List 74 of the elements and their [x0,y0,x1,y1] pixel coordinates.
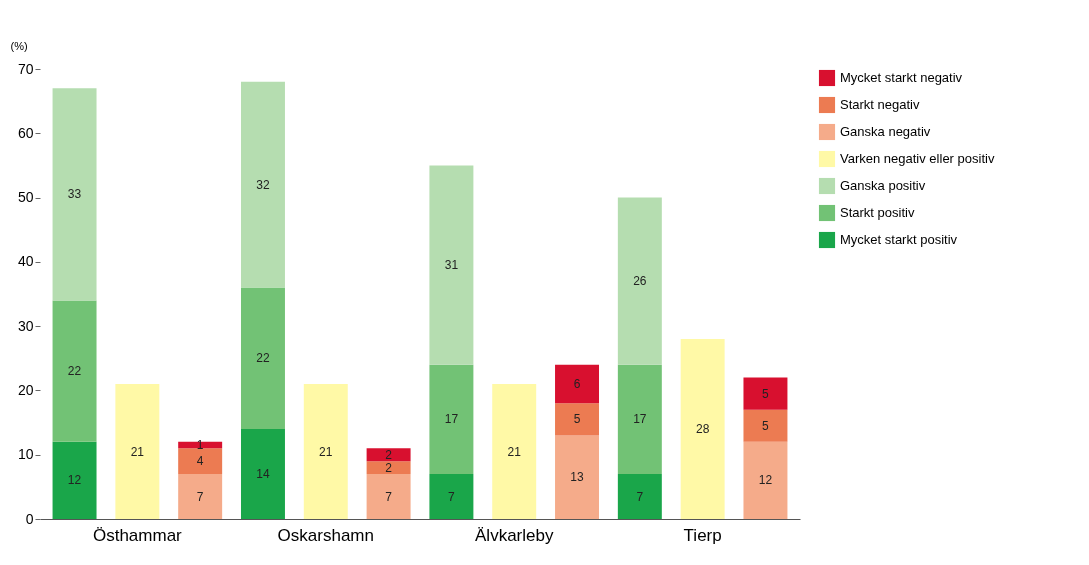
data-label: 21 [319,444,333,459]
y-tick-label: 70 [17,60,34,77]
data-label: 26 [633,274,647,289]
bar [52,441,97,519]
bar [240,287,285,429]
bar [52,88,97,301]
y-tick-label: 40 [17,253,34,270]
data-label: 32 [256,177,270,192]
bar [429,474,474,519]
y-axis-title: (%) [10,39,28,52]
bar [303,384,348,519]
legend-label: Mycket starkt positiv [840,232,958,247]
data-label: 12 [758,473,773,488]
y-tick-label: 20 [17,381,34,398]
bar [52,300,97,442]
data-label: 4 [196,454,204,469]
bar [617,197,662,365]
legend-label: Starkt negativ [840,97,920,112]
y-tick-label: 0 [25,510,34,527]
data-label: 7 [636,489,644,504]
data-label: 6 [573,377,581,391]
data-label: 2 [385,447,393,462]
bar [743,409,788,442]
data-label: 22 [67,364,82,379]
data-label: 7 [385,489,393,504]
data-label: 5 [573,412,581,427]
x-tick-label: Tierp [683,525,722,545]
bar [743,377,788,410]
y-tick-label: 60 [17,124,34,141]
legend-label: Mycket starkt negativ [840,70,963,85]
bar [429,165,474,365]
y-tick-label: 50 [17,189,34,206]
bar [555,364,600,404]
data-label: 13 [570,470,585,485]
bar [115,384,160,519]
legend-label: Varken negativ eller positiv [840,151,995,166]
x-tick-label: Älvkarleby [475,525,554,545]
bar [178,448,223,474]
data-label: 33 [67,187,82,202]
bar [366,448,411,462]
bar [492,384,537,519]
data-label: 5 [762,386,770,401]
legend-label: Starkt positiv [840,205,915,220]
x-tick-label: Östhammar [92,525,183,545]
data-label: 17 [444,412,459,427]
data-label: 31 [444,258,459,273]
bar [555,435,600,519]
data-label: 21 [130,444,145,459]
bar [240,429,285,519]
legend-label: Ganska positiv [840,178,926,193]
bar [743,441,788,519]
bar [240,81,285,288]
data-label: 7 [196,489,204,504]
bar [617,474,662,519]
data-label: 12 [67,473,82,488]
data-label: 21 [507,444,522,459]
data-label: 5 [762,418,770,433]
bar [366,461,411,474]
bar [555,403,600,436]
bar [178,474,223,519]
bar [429,364,474,474]
y-tick-label: 10 [17,446,34,463]
data-label: 17 [633,412,647,427]
bar [366,474,411,519]
bar [680,339,725,519]
data-label: 28 [695,422,710,436]
legend-label: Ganska negativ [840,124,931,139]
data-label: 22 [256,351,270,366]
x-tick-label: Oskarshamn [277,525,374,545]
bar [617,364,662,474]
y-tick-label: 30 [17,317,34,334]
data-label: 7 [448,489,456,504]
data-label: 2 [385,460,393,475]
data-label: 14 [256,467,270,481]
